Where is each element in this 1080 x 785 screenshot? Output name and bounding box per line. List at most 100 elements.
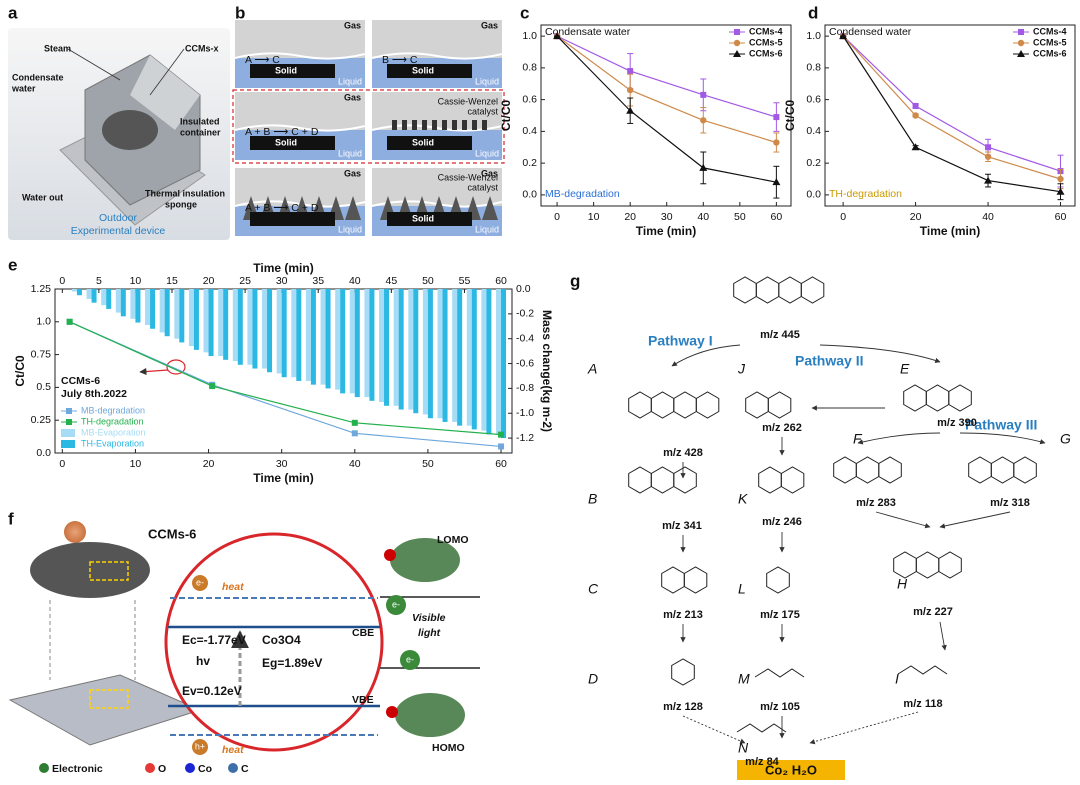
mz-label: m/z 283: [856, 497, 896, 509]
x-tick-label: 10: [588, 211, 600, 223]
x-tick-label: 60: [771, 211, 783, 223]
annotation: TH-degradation: [829, 188, 902, 200]
label: Steam: [44, 43, 71, 53]
bar: [471, 289, 477, 430]
ring: [778, 276, 802, 304]
legend-label: MB-degradation: [81, 405, 145, 415]
caption: Experimental device: [71, 225, 166, 237]
hole: [192, 739, 208, 755]
y-tick-label: 0.0: [806, 189, 821, 201]
zoom-box: [89, 689, 129, 709]
node-letter: G: [1060, 431, 1071, 447]
series-line: [842, 35, 1061, 172]
x-tick-label: 60: [495, 458, 507, 470]
bar: [384, 289, 390, 406]
legend-label: CCMs-6: [749, 48, 783, 58]
bar: [150, 289, 156, 329]
x2-tick-label: 45: [386, 275, 398, 287]
solid-label: Solid: [275, 65, 297, 75]
node-letter: C: [588, 581, 599, 597]
pillar: [442, 120, 447, 130]
node-letter: L: [738, 581, 746, 597]
x2-tick-label: 20: [203, 275, 215, 287]
bar: [496, 289, 502, 435]
solid-label: Solid: [412, 213, 434, 223]
y-tick-label: 1.25: [31, 283, 52, 295]
interface: [234, 124, 366, 132]
label: Ec=-1.77eV: [182, 633, 246, 647]
gas-label: Gas: [344, 20, 361, 30]
bar: [364, 289, 370, 398]
bar: [164, 289, 170, 337]
y-tick-label: 1.0: [806, 30, 821, 42]
ring: [938, 551, 962, 579]
pillar: [462, 120, 467, 130]
series-line: [556, 35, 777, 183]
legend-label: CCMs-4: [1033, 26, 1067, 36]
bar: [247, 289, 253, 365]
y-tick-label: 0.6: [522, 93, 537, 105]
marker: [700, 117, 707, 124]
gas-label: Gas: [344, 168, 361, 178]
bar: [501, 289, 507, 439]
mz-label: m/z 318: [990, 497, 1030, 509]
bar: [262, 289, 268, 369]
x2-tick-label: 25: [239, 275, 251, 287]
chain: [897, 665, 948, 675]
liquid-label: Liquid: [338, 148, 362, 158]
bar: [252, 289, 258, 369]
mz-label: m/z 118: [903, 698, 942, 710]
x-tick-label: 40: [982, 211, 994, 223]
x-tick-label: 20: [203, 458, 215, 470]
glass-lid: [130, 55, 200, 130]
label: heat: [222, 744, 244, 756]
gas-label: Gas: [481, 20, 498, 30]
caption: Outdoor: [99, 212, 137, 224]
label: Eg=1.89eV: [262, 656, 322, 670]
label: CCMs-6: [148, 526, 196, 541]
bar: [174, 289, 180, 339]
marker: [66, 408, 72, 414]
y-axis-label: Ct/C0: [13, 355, 27, 387]
bar: [320, 289, 326, 385]
y-tick-label: 0.0: [522, 189, 537, 201]
pillar: [452, 120, 457, 130]
y-tick-label: 0.6: [806, 93, 821, 105]
ring: [878, 456, 902, 484]
y-tick-label: 1.0: [522, 30, 537, 42]
mz-label: m/z 175: [760, 609, 800, 621]
y2-tick-label: -0.4: [516, 332, 534, 344]
label: hv: [196, 654, 210, 668]
bar: [291, 289, 297, 378]
callout-arrow: [139, 367, 169, 376]
x2-tick-label: 35: [312, 275, 324, 287]
bar: [369, 289, 375, 401]
ring: [968, 456, 992, 484]
y-axis-label: Ct/C0: [783, 100, 797, 132]
x-tick-label: 60: [1055, 211, 1067, 223]
bar: [145, 289, 151, 326]
pillar: [392, 120, 397, 130]
arrow: [857, 432, 941, 445]
legend-label: MB-Evaporation: [81, 427, 146, 437]
legend-label: CCMs-5: [1033, 37, 1067, 47]
bar: [106, 289, 112, 309]
series-line: [842, 35, 1061, 180]
marker: [1056, 187, 1065, 195]
legend-label: CCMs-4: [749, 26, 783, 36]
leader: [67, 48, 121, 81]
mz-label: m/z 84: [745, 756, 780, 768]
marker: [912, 112, 919, 119]
solid-label: Solid: [275, 137, 297, 147]
bar: [218, 289, 224, 357]
x2-tick-label: 55: [459, 275, 471, 287]
bar: [223, 289, 229, 360]
ring: [1013, 456, 1037, 484]
annotation: Condensate water: [545, 26, 631, 38]
x2-tick-label: 60: [495, 275, 507, 287]
solid: [387, 212, 472, 226]
series-line: [556, 35, 777, 118]
interface: [234, 52, 366, 60]
bar: [120, 289, 126, 317]
